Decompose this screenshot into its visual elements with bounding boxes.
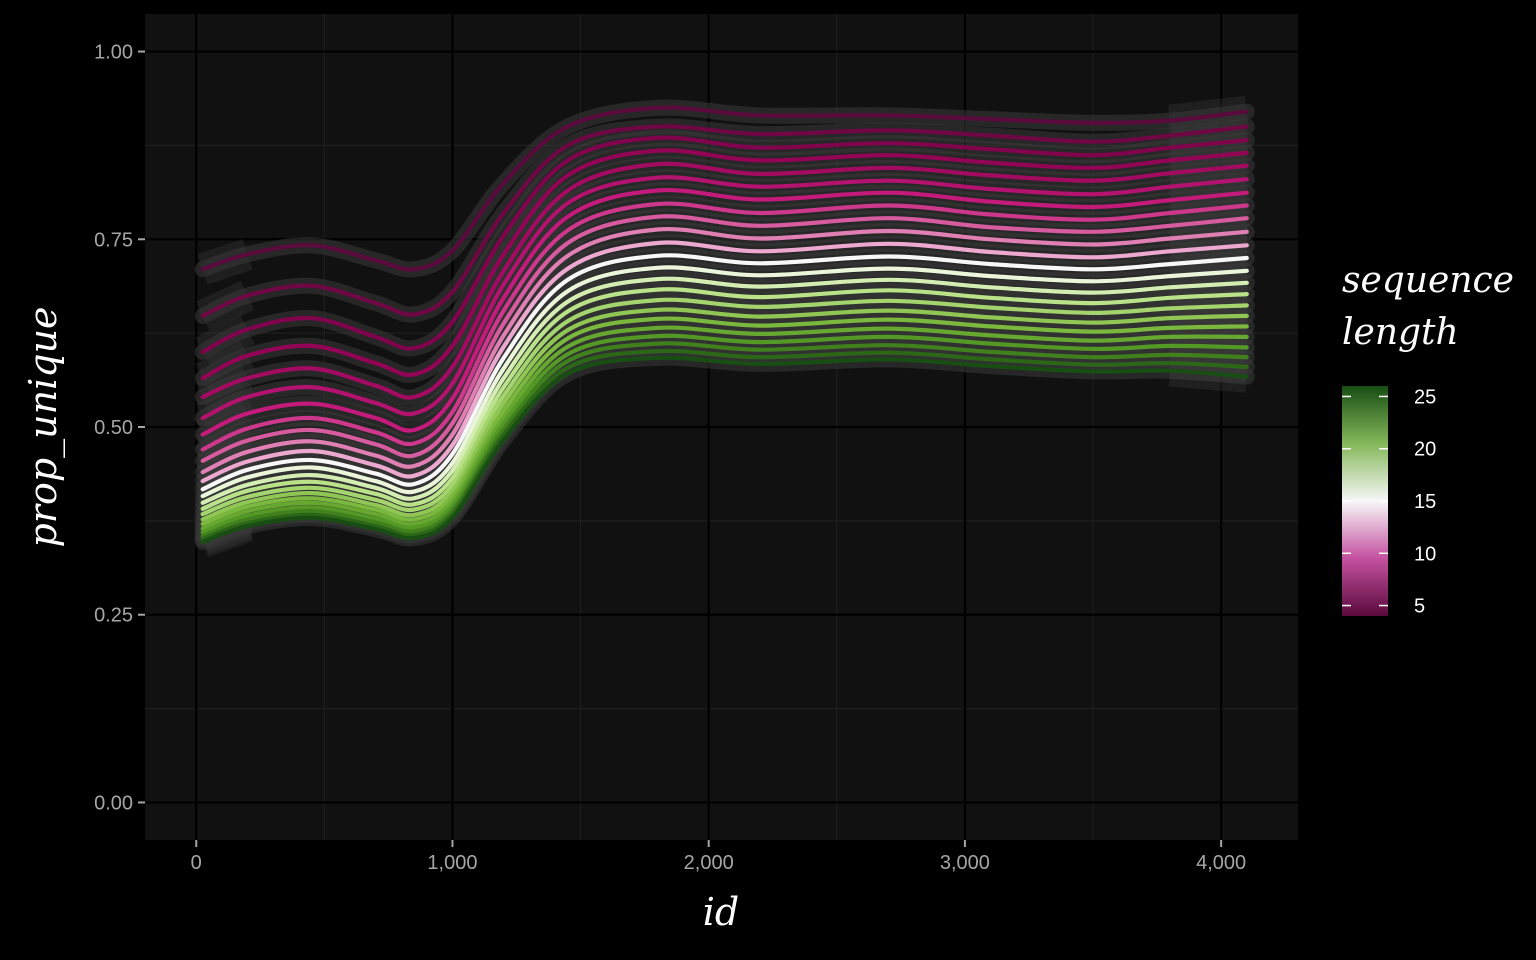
series-line xyxy=(200,105,1249,272)
series-line xyxy=(200,240,1249,484)
x-tick-label: 3,000 xyxy=(940,852,990,874)
series-line xyxy=(200,333,1249,535)
series-line xyxy=(200,175,1249,421)
series-line xyxy=(200,187,1249,437)
legend-tick-label: 25 xyxy=(1414,386,1436,408)
legend-title-line-2: length xyxy=(1342,312,1459,353)
series-line xyxy=(200,348,1249,541)
legend: sequence length 5 10 15 20 25 xyxy=(1342,260,1514,618)
series-lines xyxy=(200,105,1249,544)
x-tick-label: 4,000 xyxy=(1196,852,1246,874)
series-line xyxy=(200,161,1249,400)
series-line xyxy=(200,325,1249,531)
series-line xyxy=(200,148,1249,381)
legend-tick-label: 20 xyxy=(1414,439,1436,461)
series-line xyxy=(200,297,1249,517)
series-line xyxy=(200,276,1249,505)
series-line xyxy=(200,201,1249,452)
series-line xyxy=(200,124,1249,318)
y-tick-label: 0.25 xyxy=(94,605,133,627)
legend-tick-label: 10 xyxy=(1414,543,1436,565)
series-line xyxy=(200,135,1249,354)
y-tick-label: 0.75 xyxy=(94,229,133,251)
y-tick-label: 0.50 xyxy=(94,417,133,439)
y-tick-label: 0.00 xyxy=(94,792,133,814)
y-axis: 0.00 0.25 0.50 0.75 1.00 xyxy=(94,42,145,814)
series-line xyxy=(200,214,1249,463)
x-tick-label: 0 xyxy=(191,852,202,874)
legend-ticks: 5 10 15 20 25 xyxy=(1342,386,1436,618)
x-tick-label: 2,000 xyxy=(684,852,734,874)
series-line xyxy=(200,226,1249,475)
series-line xyxy=(200,341,1249,538)
y-tick-label: 1.00 xyxy=(94,42,133,64)
legend-tick-label: 15 xyxy=(1414,491,1436,513)
series-line xyxy=(200,355,1249,544)
series-line xyxy=(200,287,1249,511)
series-line xyxy=(200,265,1249,499)
series-line xyxy=(200,316,1249,526)
x-tick-label: 1,000 xyxy=(427,852,477,874)
legend-tick-label: 5 xyxy=(1414,596,1425,618)
legend-title-line-1: sequence xyxy=(1342,260,1514,301)
x-axis: 0 1,000 2,000 3,000 4,000 xyxy=(191,840,1246,874)
series-line xyxy=(200,307,1249,522)
y-axis-title: prop_unique xyxy=(21,306,66,547)
x-axis-title: id xyxy=(703,890,739,934)
series-line xyxy=(200,253,1249,492)
